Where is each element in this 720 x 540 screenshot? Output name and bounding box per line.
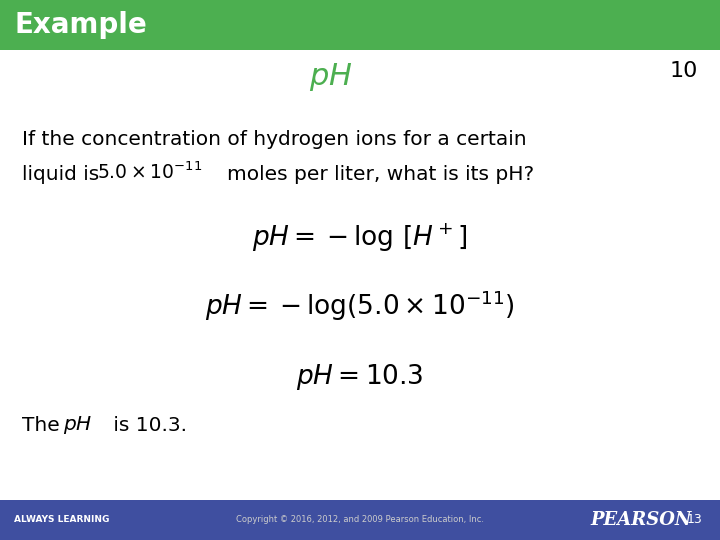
Text: Example: Example <box>14 11 147 39</box>
Text: $\mathit{pH} = 10.3$: $\mathit{pH} = 10.3$ <box>296 362 424 392</box>
Text: 13: 13 <box>686 513 702 526</box>
Text: $\mathit{p}\mathit{H}$: $\mathit{p}\mathit{H}$ <box>63 414 92 436</box>
Text: PEARSON: PEARSON <box>590 511 692 529</box>
FancyBboxPatch shape <box>0 500 720 540</box>
Text: $\mathit{p}\mathit{H}$: $\mathit{p}\mathit{H}$ <box>310 61 353 93</box>
Text: $\mathit{pH} = -\log\,[\mathit{H}^+]$: $\mathit{pH} = -\log\,[\mathit{H}^+]$ <box>252 221 468 254</box>
Text: The: The <box>22 416 66 435</box>
Text: moles per liter, what is its pH?: moles per liter, what is its pH? <box>227 165 534 184</box>
Text: $5.0\times10^{-11}$: $5.0\times10^{-11}$ <box>97 161 202 183</box>
Text: 10: 10 <box>670 61 698 81</box>
Text: liquid is: liquid is <box>22 165 99 184</box>
Text: Copyright © 2016, 2012, and 2009 Pearson Education, Inc.: Copyright © 2016, 2012, and 2009 Pearson… <box>236 515 484 524</box>
Text: $\mathit{pH} = -\log\!\left(5.0\times10^{-11}\right)$: $\mathit{pH} = -\log\!\left(5.0\times10^… <box>205 289 515 323</box>
Text: If the concentration of hydrogen ions for a certain: If the concentration of hydrogen ions fo… <box>22 130 526 148</box>
FancyBboxPatch shape <box>0 0 720 50</box>
Text: is 10.3.: is 10.3. <box>107 416 186 435</box>
Text: ALWAYS LEARNING: ALWAYS LEARNING <box>14 515 109 524</box>
